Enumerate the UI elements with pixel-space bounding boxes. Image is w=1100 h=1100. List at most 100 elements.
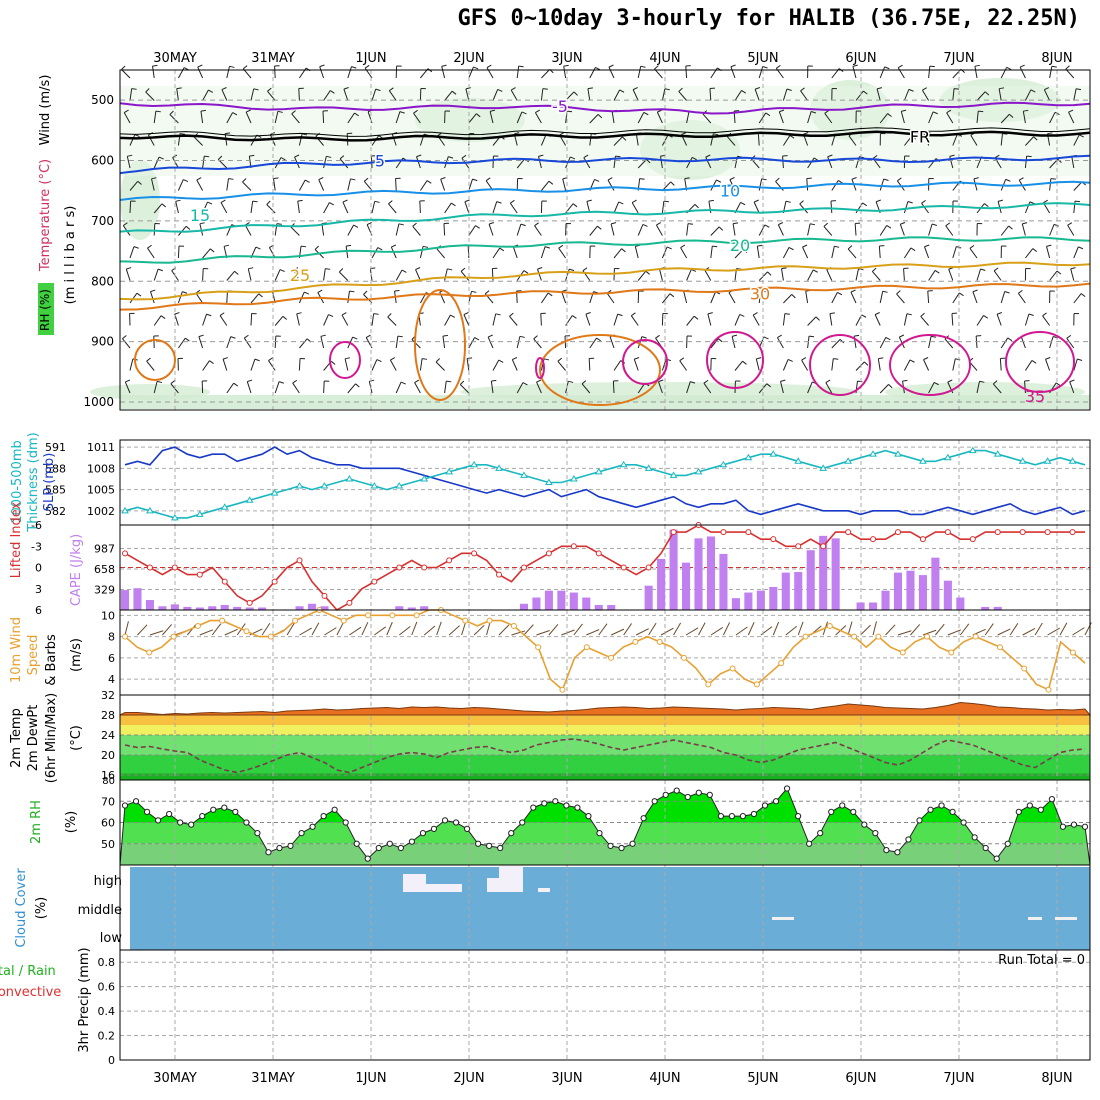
cape-bar [893,572,903,610]
wind-speed-line-marker [729,665,736,672]
high-cloud-bar [499,866,511,892]
wind-barb [935,623,945,636]
wind-barb [220,202,228,214]
wind-barb [952,134,958,146]
slp-line [124,446,1086,516]
rh-marker [927,806,934,813]
wind-barb-flag [326,155,332,158]
cape-bar [856,602,865,610]
wind-barb [540,313,542,326]
wind-barb-flag [346,244,352,247]
wind-barb [734,314,741,326]
wind-speed-line-marker [122,633,128,640]
rh-marker [298,830,305,837]
wind-barb [1017,292,1026,304]
thickness-line-marker [470,460,478,468]
wind-barb [782,135,791,146]
wind-speed-line-marker [972,633,979,640]
wind-barb [363,180,373,191]
wind-barb [226,290,228,304]
wind-barb-flag [920,312,925,317]
pressure-tick: 900 [91,335,114,349]
wind-barb [707,313,712,326]
wind-speed-line-marker [243,628,250,635]
wind-barb-flag [1026,155,1032,158]
rh-marker [574,804,581,811]
wind-barb-flag [781,267,787,270]
wind-barb [831,358,834,371]
wind-barb [703,382,712,394]
wind-speed-line-marker [753,681,760,688]
wind-barb [444,90,453,101]
wind-barb [137,624,148,636]
wind-barb [416,156,421,169]
pressure-tick: 500 [91,93,114,107]
wind-barb [274,315,284,326]
wind-barb [686,269,692,281]
wind-barb-flag [621,136,627,141]
wind-barb [490,381,494,394]
wind-barb [772,621,780,636]
high-cloud-bar [426,884,438,892]
wind-barb-flag [196,177,202,181]
thickness-line-marker [819,464,828,471]
wind-barb [613,360,622,371]
wind-barb [1043,89,1051,101]
cape-bar [195,607,204,610]
wind-barb [801,359,809,371]
wind-barb-flag [497,88,503,92]
wind-barb [468,113,477,124]
wind-barb-flag [645,270,650,275]
wind-barb-flag [204,155,210,158]
wind-barb [976,315,984,326]
wind-barb-flag [572,315,577,319]
wind-barb-flag [391,244,397,248]
wind-barb [492,247,501,259]
wind-barb [948,269,954,281]
wind-barb-flag [997,199,1004,202]
thickness-line [124,449,1086,519]
wind-barb [807,157,815,169]
wind-barb [153,203,163,214]
wind-barb-flag [730,64,736,68]
wind-barb [202,360,210,371]
wind-barb [1022,111,1026,124]
wind-barb-flag [329,202,335,206]
wind-barb-flag [670,181,675,186]
wind-barb-flag [133,246,139,249]
wind-barb [511,359,518,371]
wind-barb [827,156,833,169]
wind-barb [245,111,252,124]
rh-marker [1059,823,1067,830]
wind-barb-flag [349,290,355,293]
wind-barb-flag [888,384,893,389]
cape-bar [320,606,329,610]
wind-barb-flag [291,110,296,115]
wind-barb [198,336,204,349]
wind-barb [347,383,356,394]
wind-barb-flag [897,64,903,69]
wind-barb [540,246,546,259]
thickness-line-marker [869,450,877,457]
wind-barb [193,136,203,146]
wind-barb [732,223,736,236]
wind-barb-flag [422,358,428,360]
wind-barb-flag [678,87,683,92]
wind-barb [153,315,162,326]
wind-speed-line-marker [194,622,201,629]
wind-barb-flag [681,132,687,136]
rh-legend-swatch [38,283,54,335]
wind-speed-line-marker [413,612,420,619]
wind-barb [585,313,591,326]
wind-barb [631,202,639,214]
rh-marker [1048,796,1055,803]
rh-marker [640,815,647,822]
wind-barb [1067,224,1075,236]
rh-marker [287,842,294,849]
isotherm-line [119,180,1091,201]
rh-marker [563,802,570,809]
wind-tick: 4 [108,673,115,686]
wind-barb-flag [733,222,739,225]
wind-barb-flag [126,267,132,270]
rh-tick: 70 [101,795,115,808]
